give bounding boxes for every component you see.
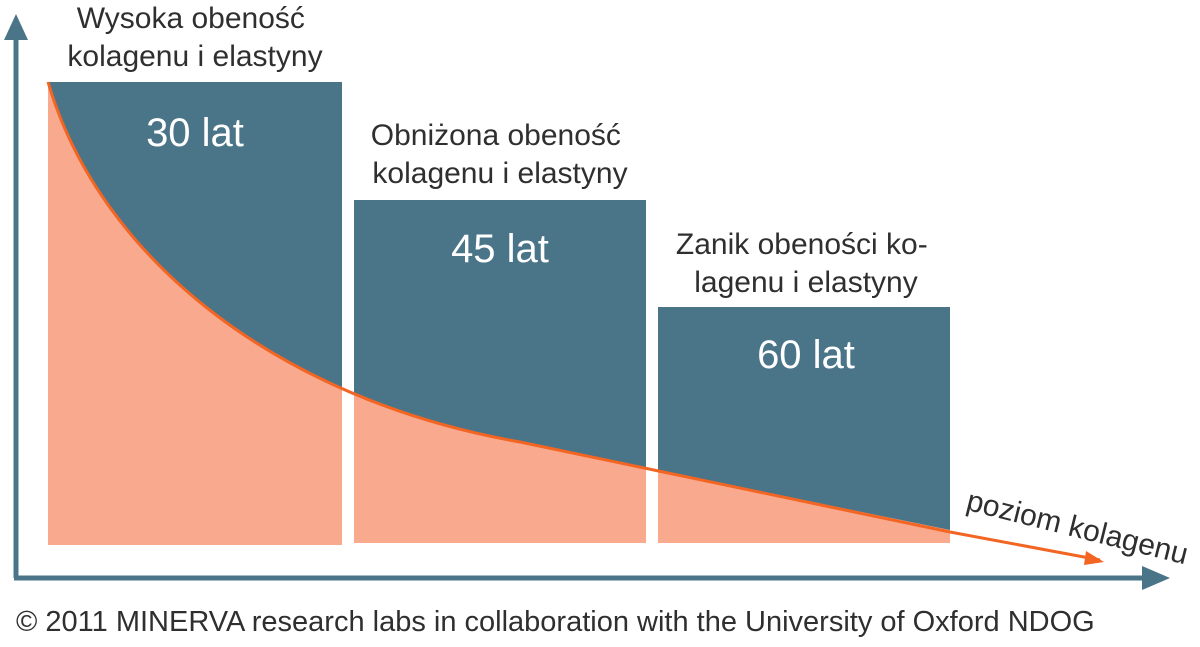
x-axis-arrowhead xyxy=(1142,566,1170,590)
collagen-curve-arrow xyxy=(949,530,1101,562)
curve-label: poziom kolagenu xyxy=(963,484,1191,571)
y-axis-arrowhead xyxy=(4,14,28,40)
stage-3-age: 60 lat xyxy=(757,333,855,377)
stage-1-age: 30 lat xyxy=(146,111,244,155)
collagen-curve xyxy=(46,81,951,534)
curve-arrowhead xyxy=(1084,551,1104,565)
copyright-credit: © 2011 MINERVA research labs in collabor… xyxy=(16,606,1095,638)
stage-1-title: Wysoka obeność kolagenu i elastyny xyxy=(67,2,322,73)
stage-3-title: Zanik obeności ko- lagenu i elastyny xyxy=(676,228,936,299)
stage-2-age: 45 lat xyxy=(451,227,549,271)
stage-2-title: Obniżona obeność kolagenu i elastyny xyxy=(371,119,630,190)
